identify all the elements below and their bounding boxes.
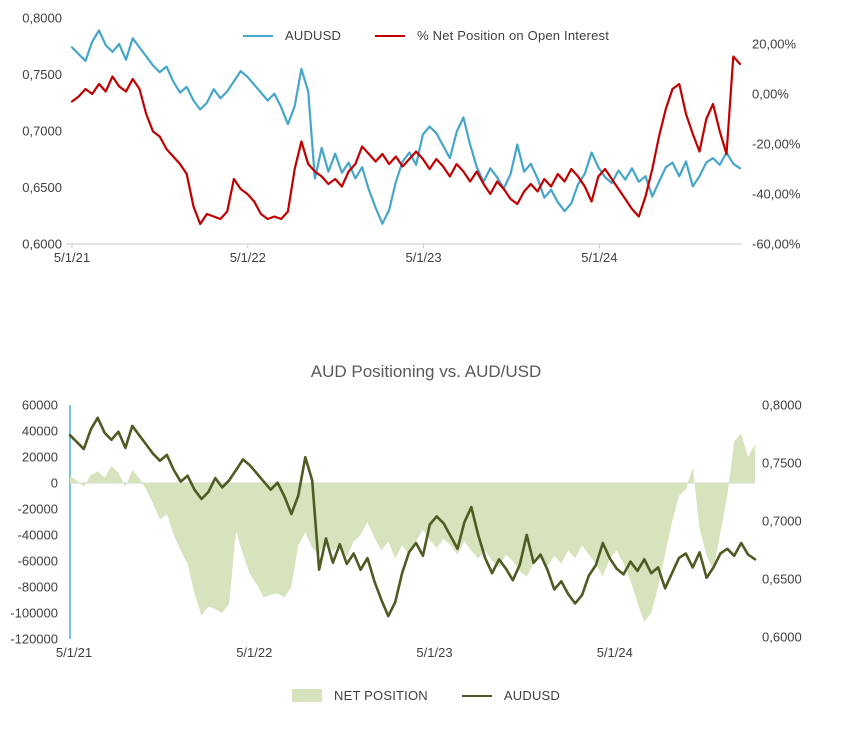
bottom-x-tick-label: 5/1/23 — [416, 645, 452, 660]
bottom-right-axis-label: 0,8000 — [762, 398, 802, 413]
top-left-axis-label: 0,7000 — [22, 124, 62, 139]
bottom-left-axis-label: -40000 — [18, 528, 58, 543]
top-right-axis-label: -40,00% — [752, 187, 801, 202]
net-position-area — [70, 433, 755, 623]
bottom-x-tick-label: 5/1/21 — [56, 645, 92, 660]
bottom-left-axis-label: 20000 — [22, 450, 58, 465]
bottom-right-axis-label: 0,6000 — [762, 630, 802, 645]
top-x-tick-label: 5/1/21 — [54, 250, 90, 265]
top-x-tick-label: 5/1/23 — [405, 250, 441, 265]
legend-item-audusd-dark: AUDUSD — [461, 688, 560, 703]
top-chart: 5/1/21 5/1/22 5/1/23 5/1/24 0,8000 0,7500 0,70… — [0, 0, 852, 300]
bottom-chart-title: AUD Positioning vs. AUD/USD — [310, 362, 542, 381]
top-x-tick-label: 5/1/24 — [581, 250, 617, 265]
bottom-chart-legend: NET POSITION AUDUSD — [0, 688, 852, 703]
bottom-left-axis-label: -20000 — [18, 502, 58, 517]
bottom-chart: AUD Positioning vs. AUD/USD 5/1/21 5/1/22… — [0, 300, 852, 730]
top-chart-plot: 5/1/21 5/1/22 5/1/23 5/1/24 0,8000 0,7500 0,70… — [22, 11, 801, 266]
bottom-left-axis-label: 0 — [51, 476, 58, 491]
top-left-axis-label: 0,6500 — [22, 180, 62, 195]
audusd-dark-line — [68, 416, 757, 618]
bottom-chart-plot: 5/1/21 5/1/22 5/1/23 5/1/24 60000 40000 20000 0… — [10, 398, 802, 661]
audusd-dark-line-swatch-icon — [461, 694, 492, 697]
bottom-x-tick-label: 5/1/24 — [597, 645, 633, 660]
legend-item-audusd: AUDUSD — [242, 28, 342, 43]
bottom-right-axis-label: 0,6500 — [762, 572, 802, 587]
top-left-axis-label: 0,6000 — [22, 237, 62, 252]
legend-item-net-position: NET POSITION — [291, 688, 428, 703]
legend-label-net-pct: % Net Position on Open Interest — [417, 28, 610, 43]
top-chart-legend: AUDUSD % Net Position on Open Interest — [0, 28, 852, 43]
net-position-area-swatch-icon — [291, 689, 322, 702]
audusd-line-swatch-icon — [242, 34, 273, 37]
bottom-left-axis-label: -60000 — [18, 554, 58, 569]
bottom-left-axis-label: -120000 — [10, 632, 58, 647]
bottom-right-axis-label: 0,7500 — [762, 456, 802, 471]
net-pct-line-swatch-icon — [375, 34, 406, 37]
legend-item-net-pct: % Net Position on Open Interest — [375, 28, 609, 43]
bottom-left-axis-label: 40000 — [22, 424, 58, 439]
top-right-axis-label: 0,00% — [752, 87, 789, 102]
bottom-right-axis-label: 0,7000 — [762, 514, 802, 529]
legend-label-audusd: AUDUSD — [284, 28, 342, 43]
net-pct-line — [70, 55, 742, 226]
top-left-axis-label: 0,7500 — [22, 67, 62, 82]
bottom-left-axis-label: -80000 — [18, 580, 58, 595]
legend-label-audusd-dark: AUDUSD — [503, 688, 560, 703]
bottom-left-axis-label: -100000 — [10, 606, 58, 621]
top-right-axis-label: 20,00% — [752, 37, 797, 52]
bottom-left-axis-label: 60000 — [22, 398, 58, 413]
legend-label-net-position: NET POSITION — [333, 688, 428, 703]
bottom-x-tick-label: 5/1/22 — [236, 645, 272, 660]
top-left-axis-label: 0,8000 — [22, 11, 62, 26]
top-right-axis-label: -20,00% — [752, 137, 801, 152]
top-x-tick-label: 5/1/22 — [230, 250, 266, 265]
top-right-axis-label: -60,00% — [752, 237, 801, 252]
audusd-line — [70, 29, 742, 225]
